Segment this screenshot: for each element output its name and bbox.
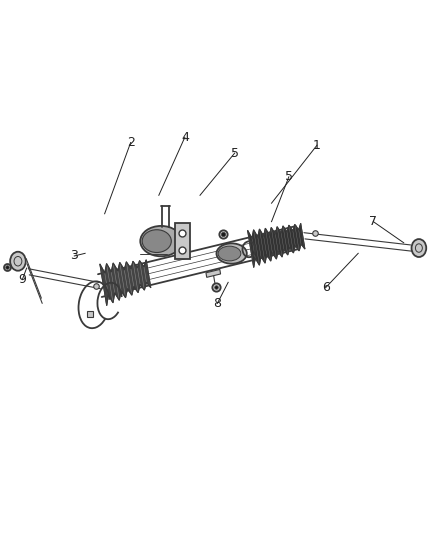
Text: 5: 5 (284, 171, 292, 183)
Text: 3: 3 (70, 249, 78, 262)
Polygon shape (205, 269, 220, 277)
Text: 5: 5 (230, 147, 238, 159)
Circle shape (410, 239, 425, 257)
Text: 1: 1 (312, 139, 320, 152)
Polygon shape (247, 224, 304, 267)
Polygon shape (100, 260, 150, 305)
Text: 7: 7 (368, 215, 377, 228)
Text: 4: 4 (180, 131, 188, 144)
Ellipse shape (142, 230, 171, 253)
FancyBboxPatch shape (174, 223, 190, 260)
Ellipse shape (140, 226, 181, 256)
Circle shape (10, 252, 26, 271)
Text: 9: 9 (18, 273, 26, 286)
Text: 6: 6 (321, 281, 329, 294)
Ellipse shape (218, 246, 240, 261)
Text: 2: 2 (127, 136, 134, 149)
Ellipse shape (216, 244, 246, 264)
Text: 8: 8 (213, 297, 221, 310)
